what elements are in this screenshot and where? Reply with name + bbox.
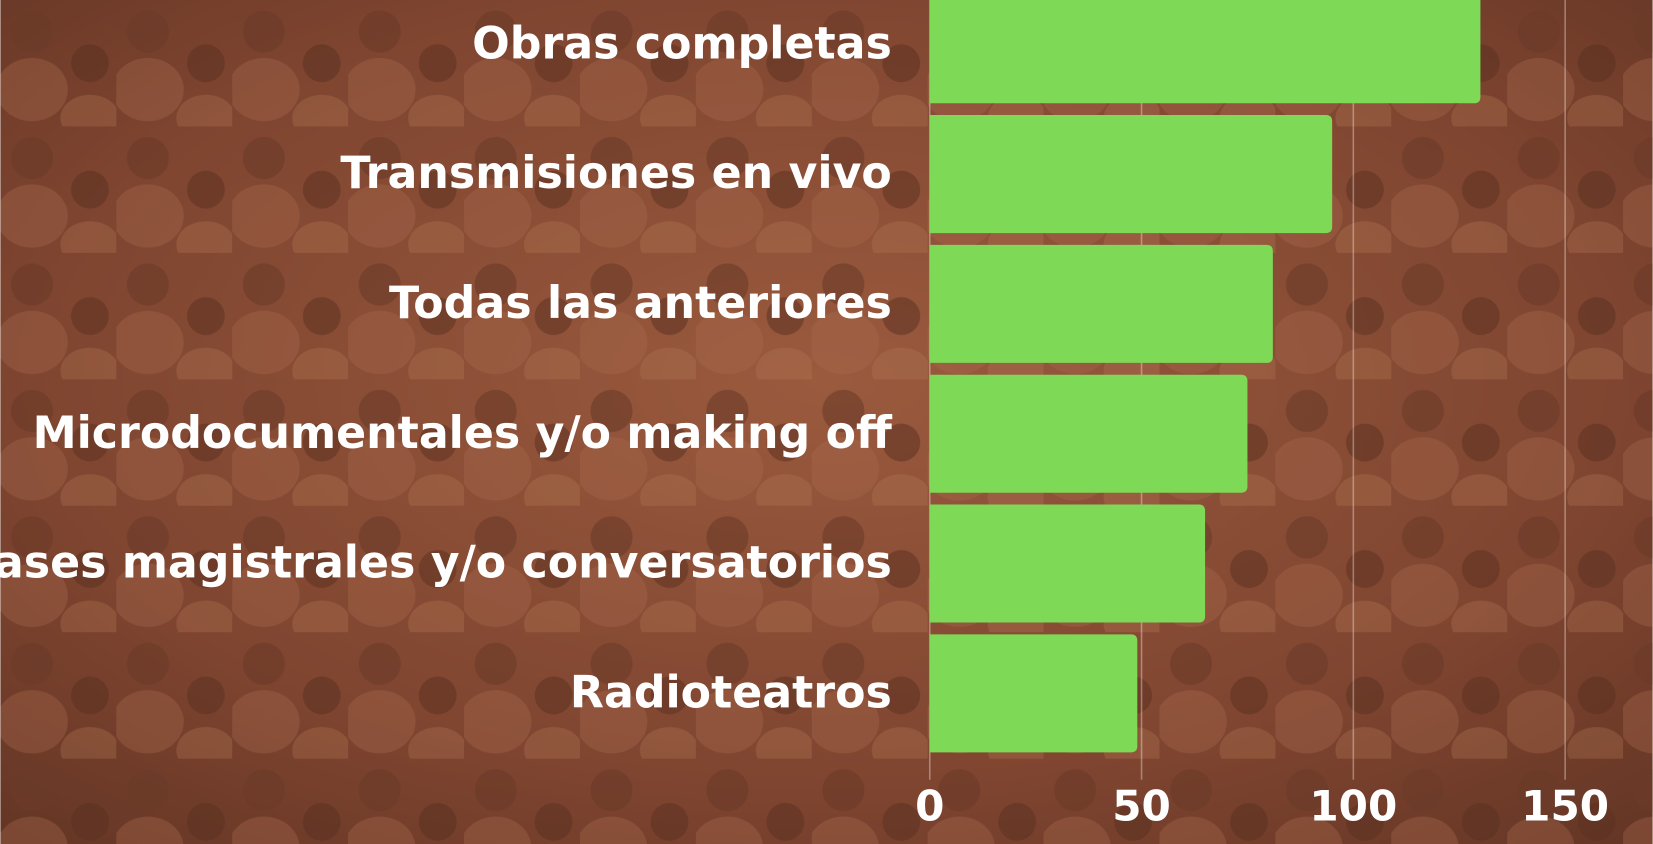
y-tick-label: Clases magistrales y/o conversatorios (0, 538, 892, 589)
y-tick-label: Todas las anteriores (389, 278, 892, 329)
x-tick-label: 100 (1309, 782, 1397, 831)
y-tick-label: Microdocumentales y/o making off (33, 408, 893, 459)
y-tick-label: Transmisiones en vivo (340, 148, 891, 199)
x-tick-label: 150 (1521, 782, 1609, 831)
y-tick-label: Radioteatros (570, 667, 892, 718)
bar (929, 115, 1333, 234)
x-tick-label: 50 (1112, 782, 1171, 831)
x-tick-label: 0 (915, 782, 944, 831)
bar (929, 244, 1273, 363)
y-tick-label: Obras completas (472, 18, 892, 69)
bar (929, 0, 1481, 104)
bar (929, 374, 1248, 493)
bar (929, 504, 1206, 623)
bar (929, 634, 1138, 753)
